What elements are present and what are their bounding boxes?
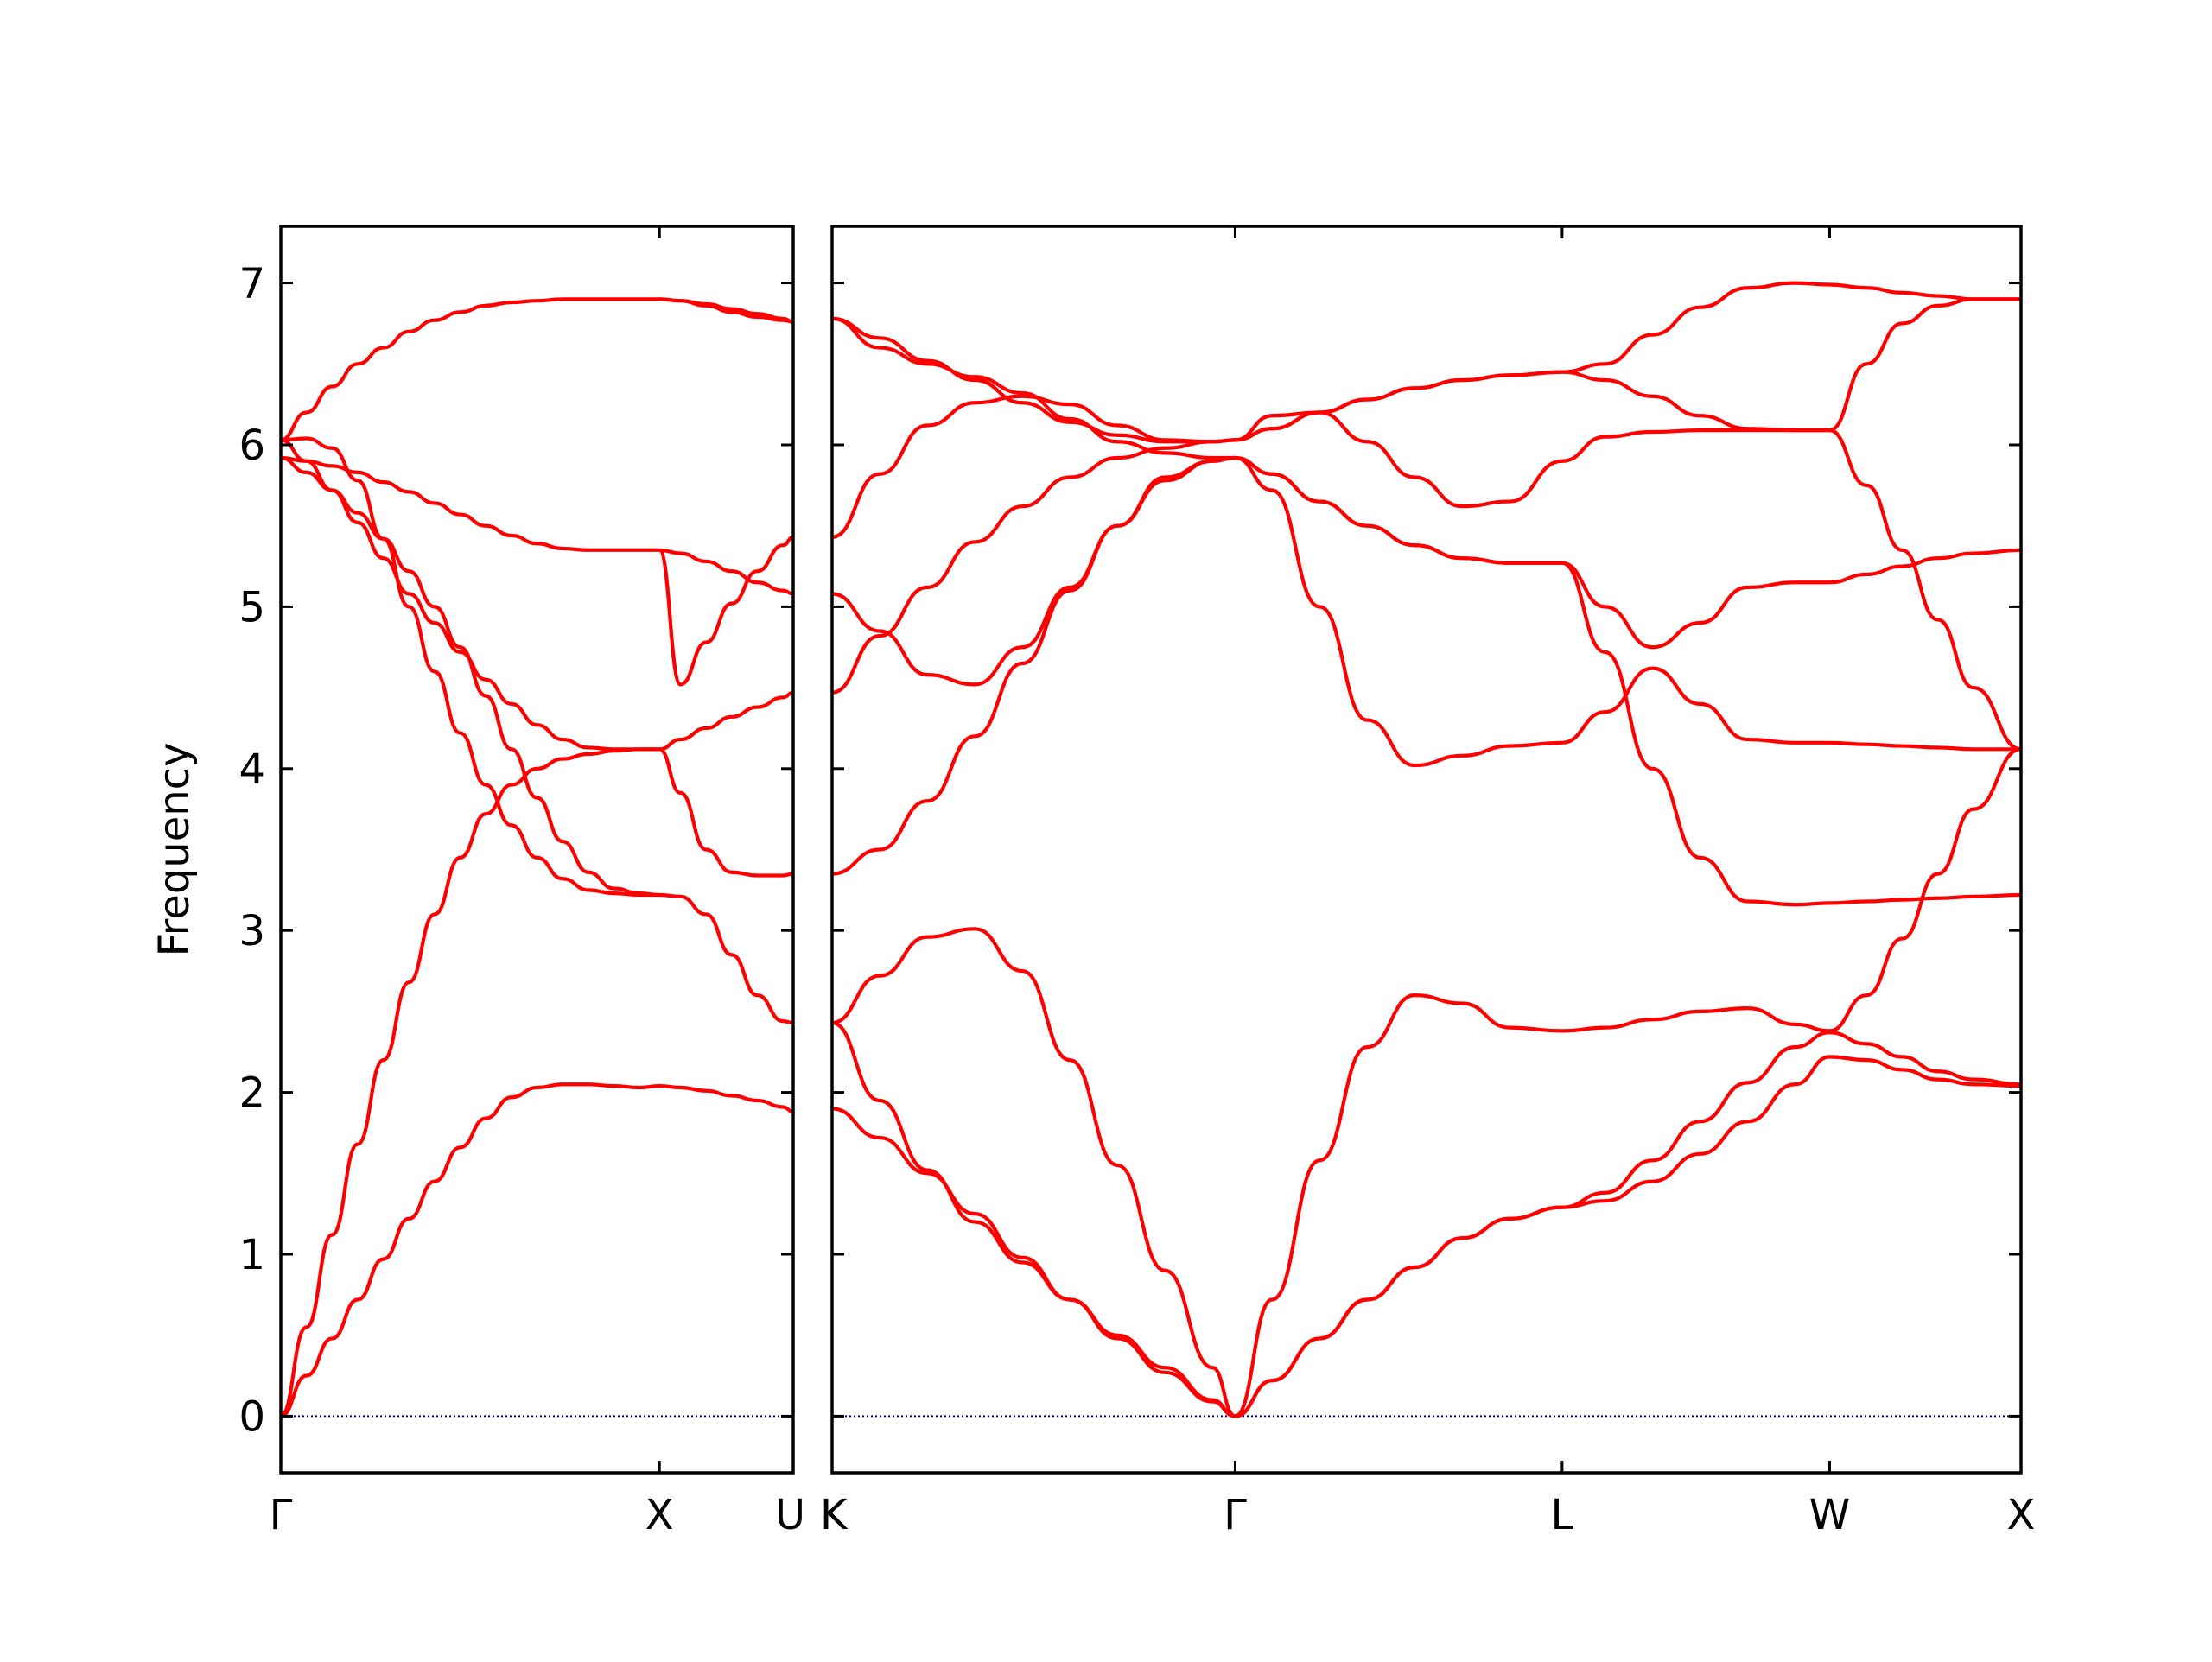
left-extra-band-0 [281, 436, 660, 898]
right-band-2 [832, 747, 2021, 1418]
k-point-label: U [775, 1491, 805, 1539]
k-point-label: L [1550, 1491, 1573, 1539]
right-frame [830, 225, 2023, 1475]
right-band-0 [832, 1020, 2021, 1418]
right-extra-band-1 [832, 455, 2021, 907]
k-point-label: Γ [1224, 1491, 1247, 1539]
y-tick-label: 3 [238, 907, 265, 955]
y-tick-label: 4 [238, 745, 265, 794]
left-band-0 [281, 1082, 793, 1418]
y-tick-label: 2 [238, 1069, 265, 1118]
y-axis-label: Frequency [150, 743, 199, 957]
k-point-label: Γ [270, 1491, 293, 1539]
k-point-label: K [820, 1491, 849, 1539]
k-point-label: X [645, 1491, 674, 1539]
right-band-5 [832, 316, 2021, 650]
right-band-1 [832, 1031, 2021, 1418]
left-frame [279, 225, 795, 1475]
y-tick-label: 7 [238, 260, 265, 308]
panel-left: 0 1 2 3 4 5 6 7 Γ X U [238, 225, 805, 1539]
left-extra-band-1 [659, 548, 793, 596]
right-band-3 [832, 455, 2021, 876]
k-point-label: W [1809, 1491, 1850, 1539]
y-tick-label: 6 [238, 422, 265, 470]
left-band-4 [281, 455, 793, 687]
right-extra-band-2 [832, 281, 2021, 444]
left-band-5 [281, 297, 793, 442]
left-band-3 [281, 438, 793, 878]
left-band-1 [281, 690, 793, 1418]
right-band-4 [832, 297, 2021, 695]
y-tick-label: 0 [238, 1392, 265, 1441]
left-extra-band-2 [659, 297, 793, 324]
y-tick-label: 5 [238, 583, 265, 631]
k-point-label: X [2007, 1491, 2036, 1539]
y-tick-label: 1 [238, 1231, 265, 1279]
right-extra-band-0 [832, 394, 2021, 752]
